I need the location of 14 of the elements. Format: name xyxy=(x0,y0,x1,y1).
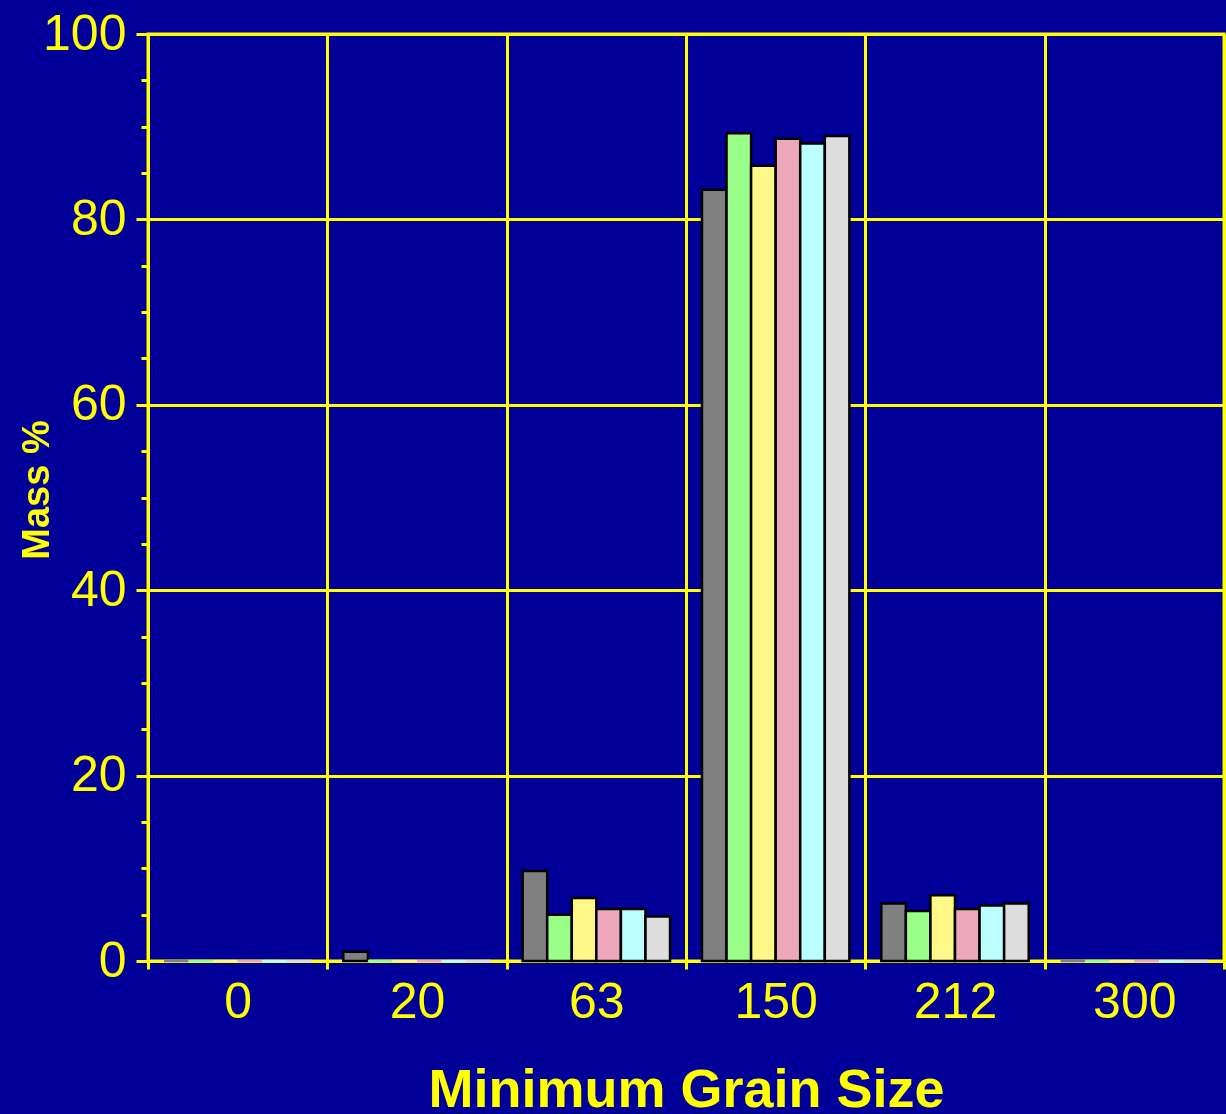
x-axis-title: Minimum Grain Size xyxy=(428,1057,945,1114)
x-tick-label: 0 xyxy=(224,972,253,1029)
x-tick-label: 212 xyxy=(913,972,998,1029)
y-tick-label: 100 xyxy=(43,4,127,61)
y-tick-label: 0 xyxy=(98,931,127,988)
x-tick-label: 20 xyxy=(389,972,446,1029)
x-tick-label: 63 xyxy=(569,972,625,1029)
y-tick-label: 40 xyxy=(70,560,127,617)
x-tick-label: 300 xyxy=(1093,972,1177,1029)
y-tick-label: 80 xyxy=(70,189,127,246)
y-tick-label: 20 xyxy=(70,746,127,803)
y-tick-label: 60 xyxy=(70,375,127,432)
y-axis-title: Mass % xyxy=(14,420,57,560)
x-tick-label: 150 xyxy=(734,972,818,1029)
